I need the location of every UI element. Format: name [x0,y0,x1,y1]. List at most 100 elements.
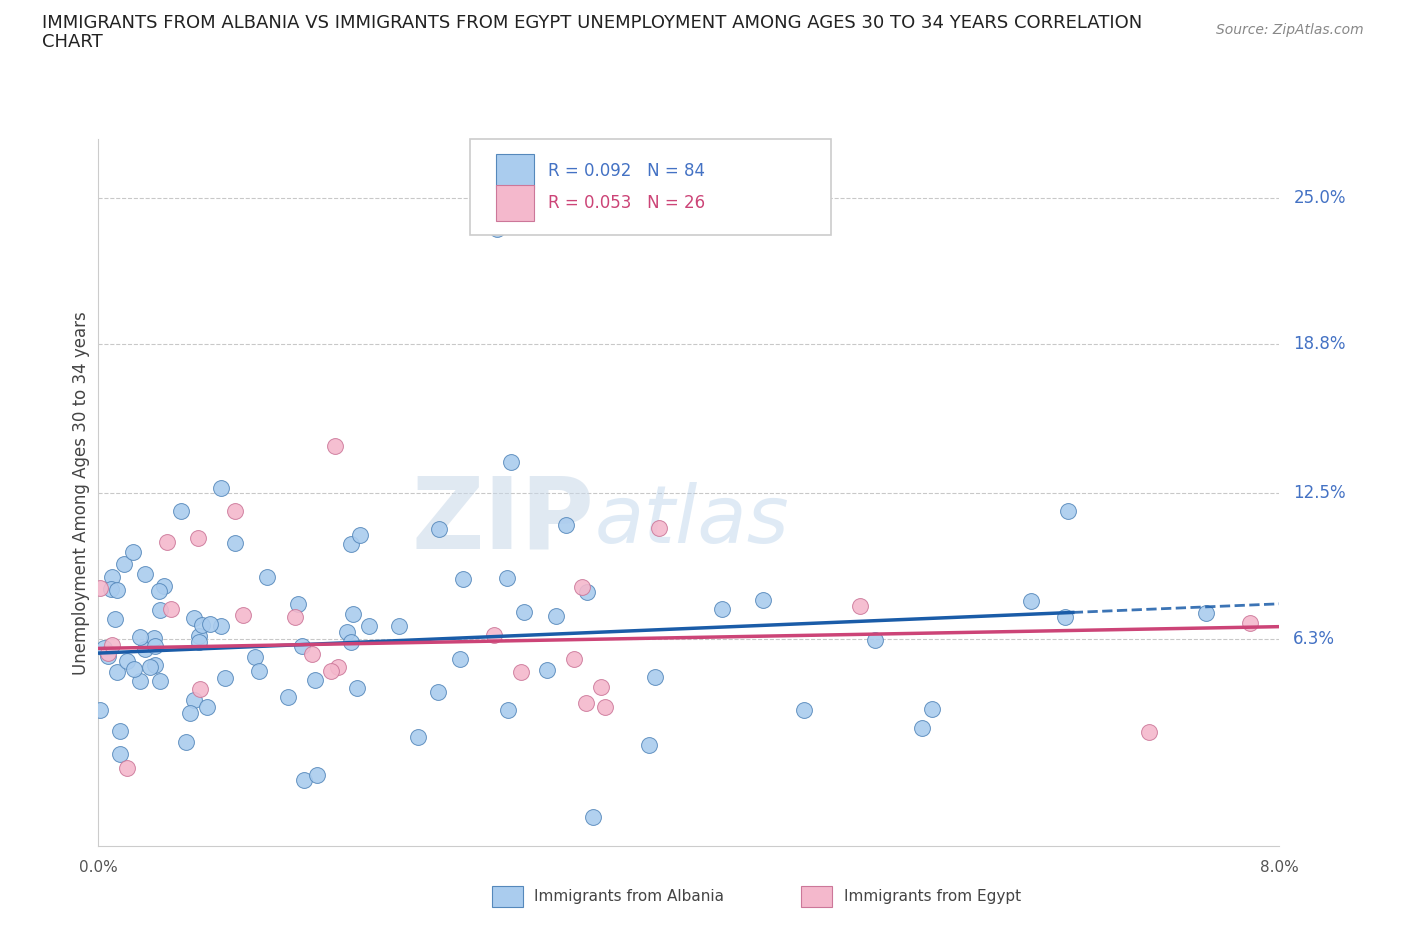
Point [105,582,128,597]
Point [544,608,567,623]
Text: 12.5%: 12.5% [1294,484,1346,502]
Point [224,536,246,551]
Point [209,481,232,496]
Point [170,503,193,518]
Point [187,530,209,545]
Point [188,682,211,697]
Point [1021,594,1043,609]
Point [562,652,585,667]
Point [100,569,122,584]
Point [93,640,115,655]
Point [593,699,616,714]
Text: IMMIGRANTS FROM ALBANIA VS IMMIGRANTS FROM EGYPT UNEMPLOYMENT AMONG AGES 30 TO 3: IMMIGRANTS FROM ALBANIA VS IMMIGRANTS FR… [42,14,1143,32]
Point [485,221,508,236]
Point [214,671,236,685]
Text: 0.0%: 0.0% [79,860,118,875]
Point [209,618,232,633]
Point [863,632,886,647]
Point [179,705,201,720]
Point [482,628,505,643]
Point [752,593,775,608]
Point [143,631,166,645]
Point [284,610,307,625]
Point [287,597,309,612]
Text: CHART: CHART [42,33,103,50]
Point [149,673,172,688]
Point [910,721,932,736]
Point [149,603,172,618]
Point [427,684,450,699]
Point [336,625,359,640]
Point [191,618,214,632]
Point [183,610,205,625]
Text: R = 0.053   N = 26: R = 0.053 N = 26 [548,194,706,212]
Text: atlas: atlas [595,482,789,560]
Point [793,703,815,718]
Point [319,663,342,678]
Point [510,664,533,679]
Point [97,649,120,664]
Point [148,583,170,598]
Bar [496,185,534,220]
Point [224,504,246,519]
Point [307,767,329,782]
Point [513,604,536,619]
Point [156,534,179,549]
Point [582,810,605,825]
Point [349,527,371,542]
Point [100,582,122,597]
Point [323,438,346,453]
Point [575,585,598,600]
Bar [496,153,534,189]
Point [536,662,558,677]
Y-axis label: Unemployment Among Ages 30 to 34 years: Unemployment Among Ages 30 to 34 years [72,311,90,675]
Point [328,659,350,674]
Point [304,672,326,687]
Point [406,730,429,745]
Point [644,670,666,684]
Point [292,773,315,788]
Point [291,638,314,653]
Text: R = 0.092   N = 84: R = 0.092 N = 84 [548,163,706,180]
Point [134,566,156,581]
Point [501,455,523,470]
Point [89,580,111,595]
Point [571,579,593,594]
Point [188,635,211,650]
Text: ZIP: ZIP [412,472,595,570]
Text: 8.0%: 8.0% [1260,860,1299,875]
Point [648,521,671,536]
Point [134,642,156,657]
Point [112,557,135,572]
Point [1239,616,1261,631]
Point [198,617,221,631]
Point [108,747,131,762]
Point [921,701,943,716]
Text: Source: ZipAtlas.com: Source: ZipAtlas.com [1216,23,1364,37]
Point [575,696,598,711]
Point [129,673,152,688]
Point [848,599,870,614]
Point [139,659,162,674]
Point [232,608,254,623]
Point [277,690,299,705]
Point [496,702,519,717]
Point [256,569,278,584]
Point [159,602,181,617]
Point [339,634,361,649]
Text: 18.8%: 18.8% [1294,336,1346,353]
Point [187,629,209,644]
Point [195,699,218,714]
Point [357,618,380,633]
Text: 6.3%: 6.3% [1294,630,1336,648]
Point [105,665,128,680]
Point [495,570,517,585]
Point [555,517,578,532]
Point [710,602,733,617]
Point [1057,504,1080,519]
Point [108,724,131,738]
Point [247,663,270,678]
Text: 25.0%: 25.0% [1294,190,1346,207]
Point [301,647,323,662]
Point [449,652,471,667]
